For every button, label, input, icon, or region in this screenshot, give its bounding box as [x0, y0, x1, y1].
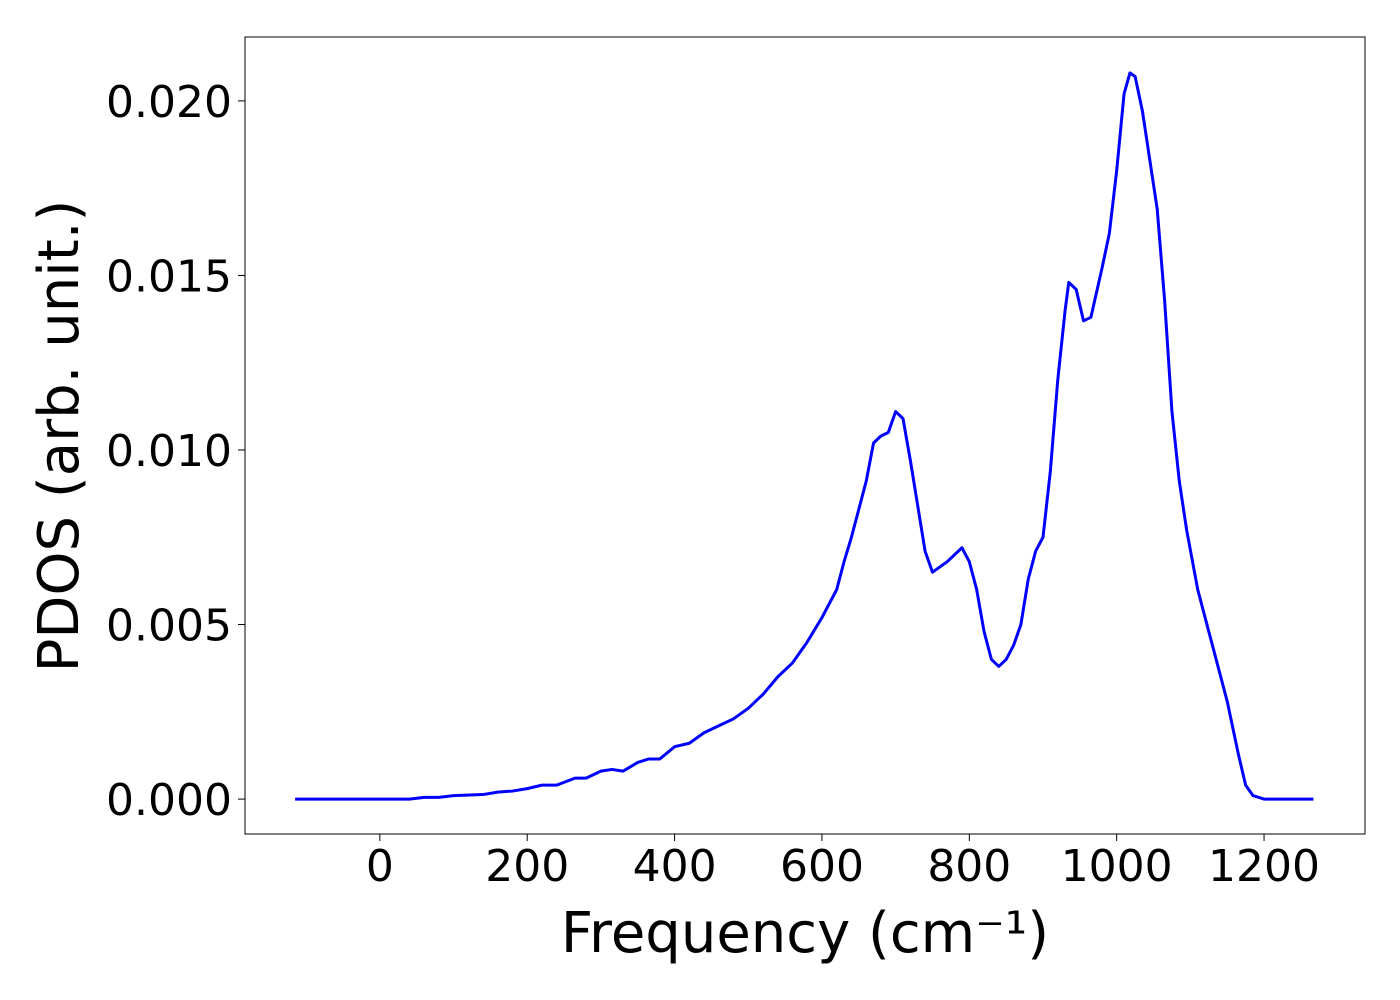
- x-tick-label: 200: [485, 841, 569, 892]
- plot-frame: [244, 36, 1366, 835]
- y-tick-label: 0.010: [106, 426, 232, 477]
- x-tick-label: 1200: [1208, 841, 1320, 892]
- x-tick-label: 600: [780, 841, 864, 892]
- y-tick-label: 0.000: [106, 775, 232, 826]
- x-axis-label: Frequency (cm⁻¹): [561, 901, 1049, 966]
- x-tick-label: 400: [633, 841, 717, 892]
- x-tick-label: 0: [366, 841, 394, 892]
- y-axis-label: PDOS (arb. unit.): [27, 200, 92, 673]
- y-tick-label: 0.020: [106, 77, 232, 128]
- y-tick-label: 0.015: [106, 251, 232, 302]
- line: [295, 71, 1314, 801]
- y-tick-label: 0.005: [106, 601, 232, 652]
- x-tick-label: 800: [927, 841, 1011, 892]
- x-tick-label: 1000: [1061, 841, 1173, 892]
